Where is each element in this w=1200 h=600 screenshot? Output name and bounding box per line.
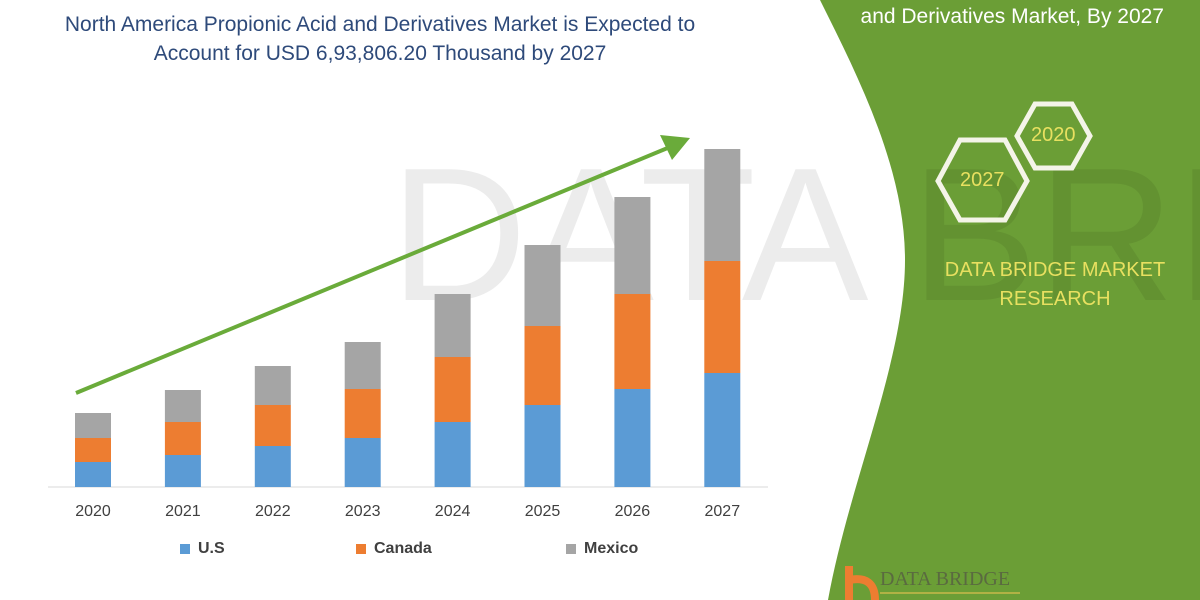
bar-us-2024: [434, 422, 471, 487]
x-tick-label: 2024: [434, 503, 471, 520]
bar-canada-2025: [524, 326, 561, 405]
legend-label: U.S: [198, 540, 225, 557]
hex-label-2020: 2020: [1031, 124, 1076, 146]
side-panel-title: and Derivatives Market, By 2027: [860, 5, 1164, 28]
x-tick-label: 2026: [614, 503, 651, 520]
bar-mexico-2025: [524, 245, 561, 326]
bar-us-2020: [75, 462, 111, 487]
bar-mexico-2027: [704, 149, 741, 261]
bar-mexico-2026: [614, 197, 651, 294]
bar-us-2023: [344, 438, 381, 487]
logo-icon: [845, 566, 1020, 600]
hex-label-2027: 2027: [960, 169, 1005, 191]
bar-canada-2020: [75, 438, 111, 462]
legend-swatch: [566, 544, 576, 554]
trend-arrow: [75, 135, 690, 395]
bar-canada-2024: [434, 357, 471, 422]
bar-us-2025: [524, 405, 561, 487]
bar-canada-2027: [704, 261, 741, 373]
bar-mexico-2022: [254, 366, 291, 405]
bar-canada-2023: [344, 389, 381, 438]
brand-name: DATA BRIDGE MARKET RESEARCH: [944, 259, 1166, 310]
x-tick-label: 2027: [704, 503, 741, 520]
bar-mexico-2023: [344, 342, 381, 389]
bar-canada-2021: [164, 422, 201, 455]
x-tick-label: 2021: [165, 503, 201, 520]
bar-us-2021: [164, 455, 201, 487]
x-tick-label: 2025: [524, 503, 561, 520]
chart-title: North America Propionic Acid and Derivat…: [64, 13, 696, 65]
bar-mexico-2021: [164, 390, 201, 422]
bar-us-2027: [704, 373, 741, 487]
hexagon-2027: [935, 137, 1030, 223]
legend-swatch: [180, 544, 190, 554]
bar-us-2026: [614, 389, 651, 487]
x-tick-label: 2023: [344, 503, 381, 520]
x-tick-label: 2022: [255, 503, 291, 520]
legend-item-mexico: Mexico: [566, 540, 638, 558]
legend-swatch: [356, 544, 366, 554]
bar-mexico-2024: [434, 294, 471, 357]
legend-label: Mexico: [584, 540, 639, 557]
green-panel: [820, 0, 1200, 600]
bar-canada-2026: [614, 294, 651, 389]
hexagon-2020: [1014, 101, 1093, 171]
bar-canada-2022: [254, 405, 291, 446]
legend-item-canada: Canada: [356, 540, 432, 558]
legend-label: Canada: [374, 540, 432, 557]
x-tick-label: 2020: [75, 503, 111, 520]
bar-mexico-2020: [75, 413, 111, 438]
bar-us-2022: [254, 446, 291, 487]
logo-text: DATA BRIDGE: [880, 568, 1011, 590]
legend-item-us: U.S: [180, 540, 225, 558]
